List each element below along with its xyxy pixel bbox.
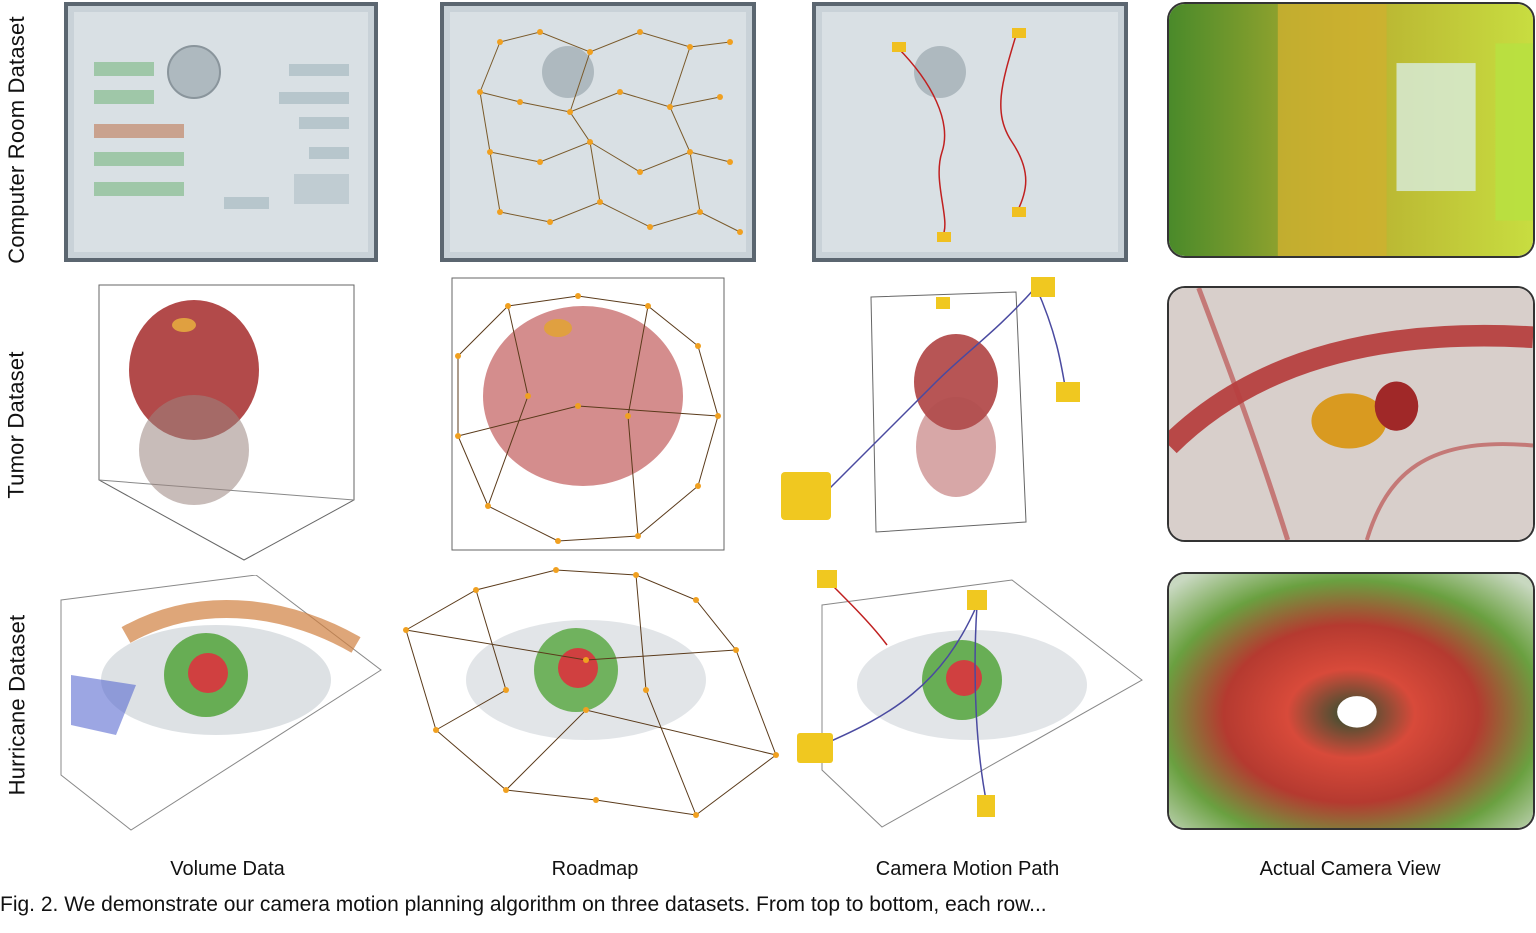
row-label-tumor: Tumor Dataset: [4, 351, 29, 499]
column-label-camera-motion-path: Camera Motion Path: [875, 858, 1060, 880]
column-label-roadmap: Roadmap: [551, 858, 639, 880]
hurricane-roadmap-panel: [396, 560, 786, 822]
tumor-camera-path-panel: [776, 272, 1088, 562]
computer-room-volume-panel: [64, 2, 378, 262]
column-label-volume-data: Volume Data: [170, 858, 285, 880]
tumor-volume-panel: [84, 280, 366, 562]
computer-room-camera-view: [1167, 2, 1535, 258]
tumor-roadmap-panel: [448, 276, 730, 554]
hurricane-camera-view: [1167, 572, 1535, 830]
hurricane-camera-path-panel: [792, 565, 1152, 835]
row-label-hurricane: Hurricane Dataset: [4, 614, 30, 796]
computer-room-roadmap-panel: [440, 2, 756, 262]
figure-caption: Fig. 2. We demonstrate our camera motion…: [0, 893, 1047, 916]
row-label-computer-room: Computer Room Dataset: [4, 16, 29, 264]
computer-room-camera-path-panel: [812, 2, 1128, 262]
tumor-camera-view: [1167, 286, 1535, 542]
column-label-actual-camera-view: Actual Camera View: [1259, 858, 1441, 880]
hurricane-volume-panel: [56, 575, 386, 837]
